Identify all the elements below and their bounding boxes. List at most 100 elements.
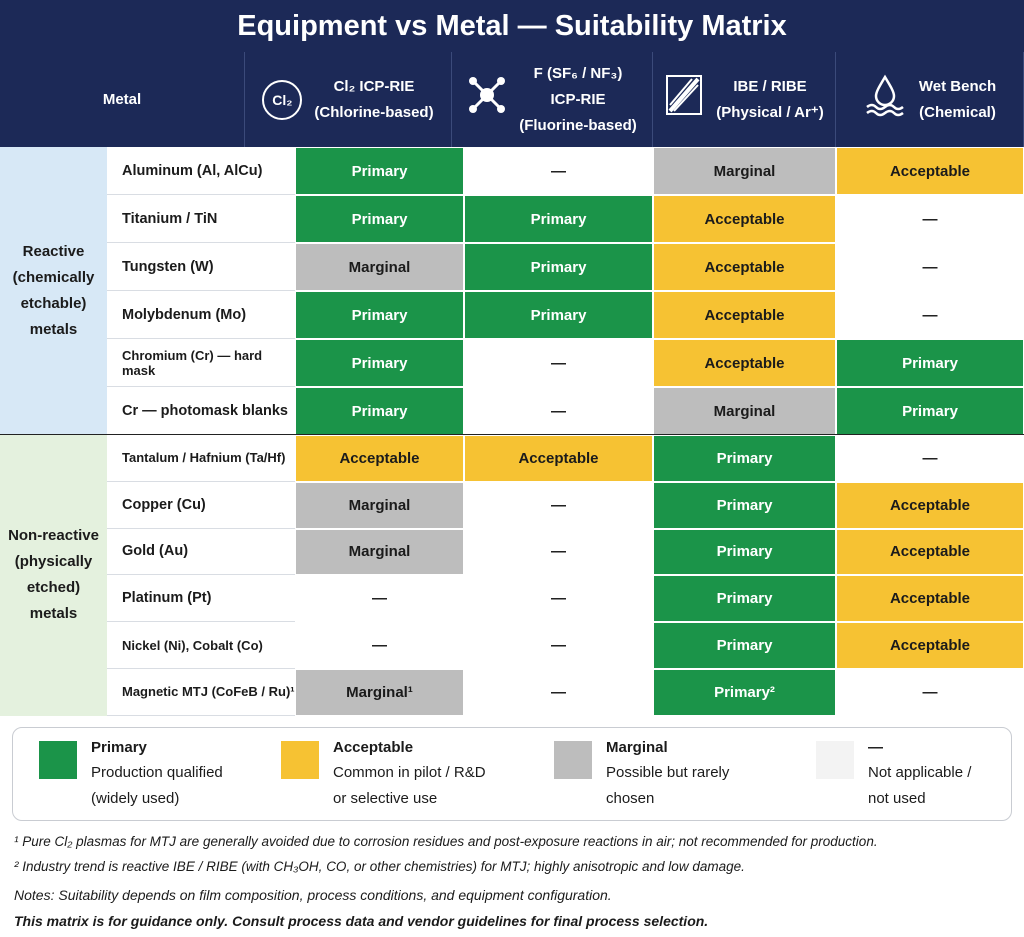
rating-cell: — — [464, 387, 653, 435]
metal-name: Tungsten (W) — [107, 243, 295, 291]
icon-graphic — [866, 74, 904, 117]
rating-cell: Acceptable — [464, 435, 653, 482]
header-line: Cl₂ ICP-RIE — [333, 77, 415, 95]
rating-cell: — — [836, 243, 1024, 291]
header-line: (Fluorine-based) — [519, 116, 637, 134]
rating-cell: Marginal — [295, 481, 464, 529]
rating-cell: Acceptable — [295, 435, 464, 482]
legend-description: Not applicable / — [868, 764, 972, 781]
rating-cell: Primary — [295, 387, 464, 435]
note: This matrix is for guidance only. Consul… — [14, 913, 709, 929]
rating-cell: — — [295, 622, 464, 669]
rating-cell: Marginal — [653, 387, 836, 435]
legend-name: — — [868, 739, 883, 756]
group-label-line: etched) — [26, 579, 81, 597]
header-text: Wet Bench (Chemical) — [919, 74, 996, 126]
header-icon — [664, 73, 704, 126]
note: Notes: Suitability depends on film compo… — [14, 887, 612, 903]
icon-graphic — [666, 75, 703, 115]
rating-cell: Primary — [295, 291, 464, 339]
rating-cell: — — [464, 622, 653, 669]
footnote: ¹ Pure Cl₂ plasmas for MTJ are generally… — [14, 834, 878, 849]
rating-cell: Primary — [464, 243, 653, 291]
metal-name: Gold (Au) — [107, 528, 295, 576]
metal-name: Molybdenum (Mo) — [107, 291, 295, 339]
icon-graphic — [469, 77, 506, 113]
rating-cell: — — [295, 575, 464, 623]
group-label: Non-reactive (physically etched) metals — [0, 435, 107, 716]
header-text: Cl₂ ICP-RIE (Chlorine-based) — [314, 74, 433, 126]
legend-swatch — [816, 741, 854, 779]
metal-name: Magnetic MTJ (CoFeB / Ru)¹ — [107, 669, 295, 716]
rating-cell: — — [464, 481, 653, 529]
group-label-line: etchable) — [20, 295, 87, 312]
rating-cell: Marginal — [295, 243, 464, 291]
rating-cell: — — [836, 195, 1024, 243]
title: Equipment vs Metal — Suitability Matrix — [0, 0, 1024, 52]
rating-cell: Acceptable — [836, 528, 1024, 576]
rating-cell: — — [836, 291, 1024, 339]
metal-name: Chromium (Cr) — hard mask — [107, 339, 295, 387]
rating-cell: — — [464, 669, 653, 716]
header-column: Wet Bench (Chemical) — [836, 52, 1024, 147]
rating-cell: — — [464, 147, 653, 195]
rating-cell: Acceptable — [653, 291, 836, 339]
rating-cell: — — [464, 575, 653, 623]
header-column: Cl₂ Cl₂ ICP-RIE (Chlorine-based) — [245, 52, 452, 147]
rating-cell: — — [836, 669, 1024, 716]
legend-name: Acceptable — [333, 739, 414, 756]
legend-swatch — [39, 741, 77, 779]
legend-name: Primary — [91, 739, 147, 756]
legend-swatch — [554, 741, 592, 779]
rating-cell: Primary — [653, 528, 836, 576]
metal-name: Copper (Cu) — [107, 481, 295, 529]
legend-description: Possible but rarely — [606, 764, 730, 781]
header-line: ICP-RIE — [550, 90, 606, 108]
metal-name: Aluminum (Al, AlCu) — [107, 147, 295, 195]
footnote: ² Industry trend is reactive IBE / RIBE … — [14, 859, 745, 874]
group-label-line: (chemically — [12, 269, 95, 286]
header-metal: Metal — [0, 52, 245, 147]
rating-cell: Marginal — [653, 147, 836, 195]
legend-description: Production qualified — [91, 764, 223, 781]
rating-cell: Primary — [653, 575, 836, 623]
rating-cell: Acceptable — [836, 622, 1024, 669]
rating-cell: — — [464, 528, 653, 576]
header-column: IBE / RIBE (Physical / Ar⁺) — [653, 52, 836, 147]
metal-name: Cr — photomask blanks — [107, 387, 295, 435]
header-icon — [863, 73, 907, 126]
header-line: Wet Bench — [918, 77, 997, 95]
rating-cell: Primary — [464, 291, 653, 339]
legend-description: or selective use — [333, 790, 438, 807]
legend-description: (widely used) — [91, 790, 180, 807]
header-column: F (SF₆ / NF₃) ICP-RIE (Fluorine-based) — [452, 52, 653, 147]
rating-cell: Primary — [653, 622, 836, 669]
legend-swatch — [281, 741, 319, 779]
metal-name: Nickel (Ni), Cobalt (Co) — [107, 622, 295, 669]
rating-cell: Acceptable — [653, 195, 836, 243]
rating-cell: Primary — [653, 435, 836, 482]
header-line: (Physical / Ar⁺) — [716, 103, 824, 121]
group-label-line: metals — [29, 321, 78, 338]
rating-cell: Primary — [295, 147, 464, 195]
rating-cell: — — [836, 435, 1024, 482]
group-label-line: Reactive — [22, 243, 85, 260]
rating-cell: — — [464, 339, 653, 387]
group-label-line: Non-reactive — [8, 527, 99, 545]
rating-cell: Primary — [836, 387, 1024, 435]
legend-description: not used — [868, 790, 926, 807]
rating-cell: Acceptable — [836, 481, 1024, 529]
legend-description: chosen — [606, 790, 655, 807]
legend-description: Common in pilot / R&D — [333, 764, 486, 781]
rating-cell: Acceptable — [653, 243, 836, 291]
rating-cell: Acceptable — [836, 575, 1024, 623]
rating-cell: Primary — [295, 195, 464, 243]
metal-name: Titanium / TiN — [107, 195, 295, 243]
rating-cell: Primary — [464, 195, 653, 243]
header-text: IBE / RIBE (Physical / Ar⁺) — [716, 74, 823, 126]
group-label: Reactive (chemically etchable) metals — [0, 147, 107, 435]
header-line: IBE / RIBE — [733, 77, 807, 95]
rating-cell: Primary — [295, 339, 464, 387]
metal-name: Platinum (Pt) — [107, 575, 295, 623]
group-label-line: metals — [29, 605, 78, 623]
